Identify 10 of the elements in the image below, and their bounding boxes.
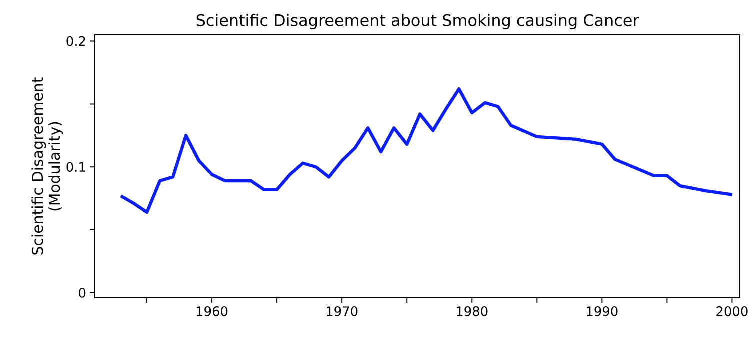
x-tick-label: 1990 [587,306,618,316]
y-tick-label: 0.2 [66,36,86,46]
chart-title: Scientific Disagreement about Smoking causing Cancer [196,14,640,30]
x-tick-label: 1970 [327,306,358,316]
y-tick-label: 0.1 [66,162,86,172]
x-tick-label: 2000 [716,306,748,316]
y-axis-title: Scientific Disagreement (Modularity) [32,78,64,255]
y-tick-label: 0 [79,288,86,298]
x-tick-label: 1980 [457,306,488,316]
x-tick-label: 1960 [196,306,228,316]
